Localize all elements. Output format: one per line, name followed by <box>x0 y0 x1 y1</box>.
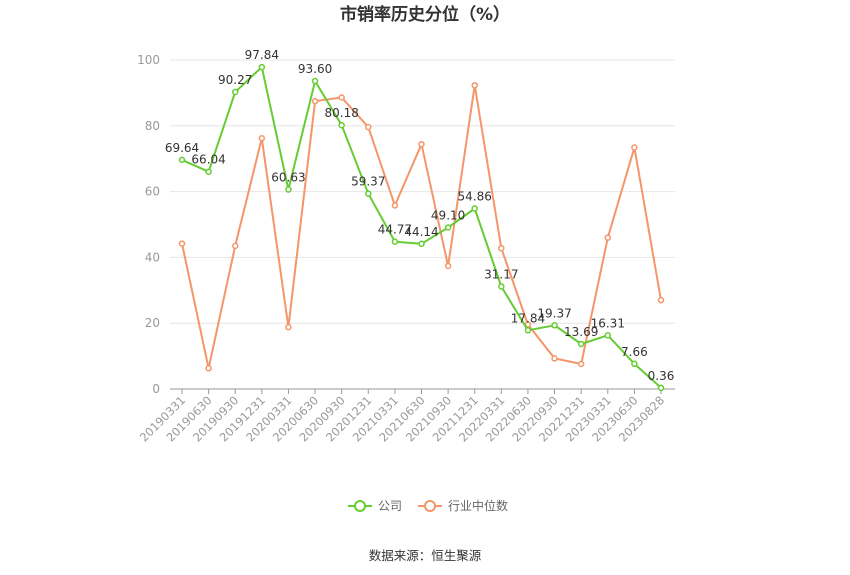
chart-title: 市销率历史分位（%） <box>340 4 510 25</box>
data-point-series-1-20200930[interactable] <box>338 94 345 101</box>
data-label-20230828: 0.36 <box>648 369 675 383</box>
data-label-20220930: 19.37 <box>537 306 571 320</box>
data-point-series-1-20211231[interactable] <box>471 82 478 89</box>
data-label-20220630: 17.84 <box>511 311 545 325</box>
data-point-series-0-20190331[interactable] <box>178 156 186 164</box>
data-point-series-1-20230828[interactable] <box>657 296 665 304</box>
data-label-20190630: 66.04 <box>191 153 225 167</box>
data-point-series-1-20190630[interactable] <box>205 365 212 372</box>
data-point-series-1-20221231[interactable] <box>577 360 585 368</box>
grid-lines <box>170 59 675 324</box>
legend-item-1[interactable]: 行业中位数 <box>418 498 508 513</box>
data-point-series-0-20191231[interactable] <box>258 63 266 71</box>
data-point-series-0-20230630[interactable] <box>631 360 638 368</box>
data-point-series-0-20200630[interactable] <box>311 77 319 85</box>
data-point-series-0-20190630[interactable] <box>205 168 212 175</box>
y-tick-label: 0 <box>152 382 160 396</box>
data-point-series-1-20200630[interactable] <box>311 97 319 105</box>
data-point-series-1-20210930[interactable] <box>444 262 452 270</box>
data-point-series-0-20200930[interactable] <box>338 121 345 129</box>
data-point-series-0-20210331[interactable] <box>391 238 399 245</box>
axes: 0204060801002019033120190630201909302019… <box>137 53 675 445</box>
data-label-20200930: 80.18 <box>324 106 358 120</box>
data-point-series-0-20200331[interactable] <box>285 186 292 193</box>
data-point-series-1-20210331[interactable] <box>391 202 399 209</box>
data-label-20190930: 90.27 <box>218 73 252 87</box>
data-label-20220331: 31.17 <box>484 267 518 281</box>
data-point-series-1-20190930[interactable] <box>231 242 239 250</box>
legend[interactable]: 公司 行业中位数 <box>348 498 508 513</box>
data-label-20230630: 7.66 <box>621 345 648 359</box>
data-label-20190331: 69.64 <box>165 141 199 155</box>
data-point-series-0-20230828[interactable] <box>657 384 665 392</box>
data-point-series-0-20210930[interactable] <box>444 224 452 231</box>
data-point-series-0-20220331[interactable] <box>498 283 505 290</box>
legend-marker-swatch <box>424 500 436 512</box>
data-point-series-0-20211231[interactable] <box>471 205 478 212</box>
data-point-series-0-20210630[interactable] <box>418 240 425 248</box>
data-point-series-1-20210630[interactable] <box>418 140 425 148</box>
y-tick-label: 80 <box>145 119 160 133</box>
legend-label: 行业中位数 <box>448 498 508 513</box>
data-point-series-0-20230331[interactable] <box>604 332 612 339</box>
data-point-series-1-20230630[interactable] <box>631 144 638 151</box>
data-point-series-0-20190930[interactable] <box>231 88 239 96</box>
data-label-20191231: 97.84 <box>245 48 279 62</box>
data-label-20221231: 13.69 <box>564 325 598 339</box>
legend-item-0[interactable]: 公司 <box>348 499 402 513</box>
legend-marker-swatch <box>354 500 366 512</box>
data-label-20210630: 44.14 <box>404 225 438 239</box>
data-point-series-1-20200331[interactable] <box>285 323 292 331</box>
data-source-note: 数据来源：恒生聚源 <box>369 548 482 563</box>
data-point-series-1-20201231[interactable] <box>365 123 372 131</box>
data-point-series-0-20220630[interactable] <box>524 327 532 334</box>
data-label-20230331: 16.31 <box>591 316 625 330</box>
data-label-20210331: 44.77 <box>378 223 412 237</box>
data-point-series-1-20220331[interactable] <box>498 244 505 252</box>
series-lines <box>178 63 665 392</box>
data-point-series-1-20191231[interactable] <box>258 135 266 142</box>
data-point-series-0-20201231[interactable] <box>365 190 372 197</box>
y-tick-label: 100 <box>137 53 160 67</box>
legend-label: 公司 <box>378 499 402 513</box>
data-point-series-0-20221231[interactable] <box>577 340 585 348</box>
data-label-20210930: 49.10 <box>431 208 465 222</box>
y-tick-label: 60 <box>145 185 160 199</box>
data-label-20200630: 93.60 <box>298 62 332 76</box>
data-point-series-1-20190331[interactable] <box>178 240 186 247</box>
y-tick-label: 40 <box>145 250 160 264</box>
data-label-20201231: 59.37 <box>351 175 385 189</box>
data-point-series-0-20220930[interactable] <box>551 322 558 329</box>
y-tick-label: 20 <box>145 316 160 330</box>
data-point-series-1-20220930[interactable] <box>551 355 558 362</box>
data-point-series-1-20230331[interactable] <box>604 234 612 241</box>
data-label-20211231: 54.86 <box>458 190 492 204</box>
data-label-20200331: 60.63 <box>271 171 305 185</box>
